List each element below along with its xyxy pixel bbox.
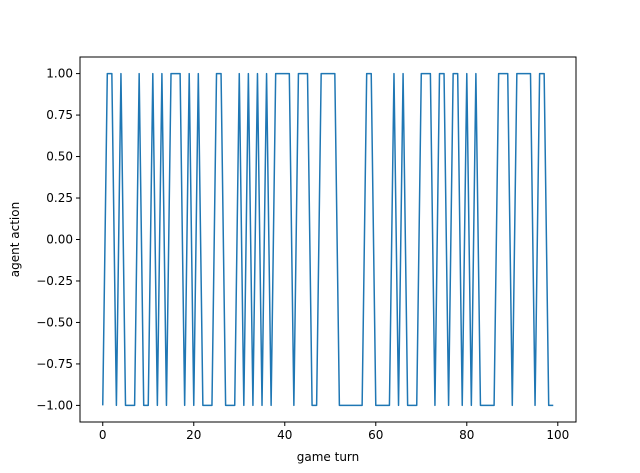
y-tick-label: −1.00 xyxy=(36,398,73,412)
y-tick-label: 0.75 xyxy=(46,108,73,122)
x-axis-label: game turn xyxy=(297,450,360,464)
y-tick-label: −0.50 xyxy=(36,315,73,329)
y-tick-label: 0.50 xyxy=(46,150,73,164)
x-tick-label: 0 xyxy=(99,428,107,442)
plot-area-frame xyxy=(79,56,577,423)
y-tick-label: −0.25 xyxy=(36,274,73,288)
x-tick-label: 40 xyxy=(277,428,292,442)
y-tick-label: 0.00 xyxy=(46,233,73,247)
plot-layer xyxy=(102,72,554,407)
series-line-0 xyxy=(102,72,554,407)
x-axis-ticks: 0 20 40 60 80 100 xyxy=(99,422,569,442)
x-tick-label: 20 xyxy=(186,428,201,442)
y-tick-label: 0.25 xyxy=(46,191,73,205)
x-tick-label: 60 xyxy=(368,428,383,442)
y-axis-ticks: −1.00 −0.75 −0.50 −0.25 0.00 0.25 0.50 0.75 1.00 xyxy=(36,67,80,412)
x-tick-label: 100 xyxy=(546,428,569,442)
x-tick-label: 80 xyxy=(459,428,474,442)
y-tick-label: 1.00 xyxy=(46,67,73,81)
y-tick-label: −0.75 xyxy=(36,357,73,371)
y-axis-label: agent action xyxy=(8,202,22,277)
